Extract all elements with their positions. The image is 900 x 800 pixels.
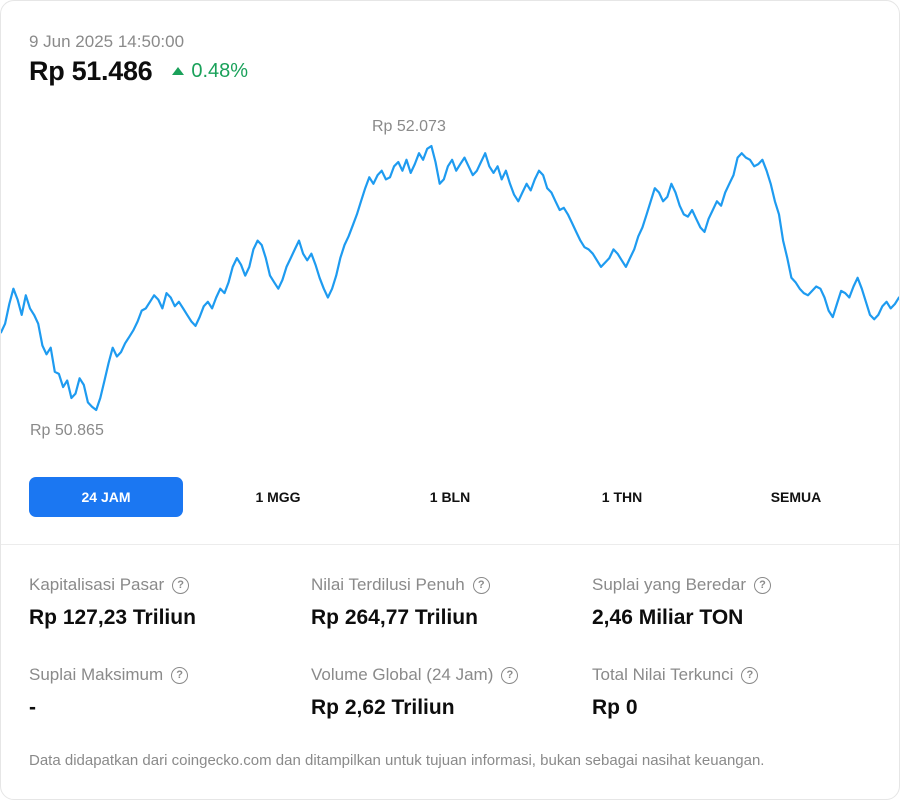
help-circle-icon[interactable]: ? [171, 666, 189, 684]
stat-label: Suplai Maksimum [29, 665, 164, 684]
stat-circulating-supply: Suplai yang Beredar ? 2,46 Miliar TON [592, 575, 772, 630]
help-circle-icon[interactable]: ? [501, 666, 519, 684]
stat-fully-diluted-value: Nilai Terdilusi Penuh ? Rp 264,77 Triliu… [311, 575, 490, 630]
tab-label: SEMUA [770, 489, 822, 505]
stat-label: Suplai yang Beredar [592, 575, 747, 594]
price-line [1, 144, 899, 412]
price-row: Rp 51.486 0.48% [29, 56, 248, 87]
price-change: 0.48% [172, 60, 248, 83]
stat-value: Rp 127,23 Triliun [29, 606, 196, 629]
help-circle-icon[interactable]: ? [754, 576, 772, 594]
chart-high-label: Rp 52.073 [372, 118, 446, 135]
disclaimer-text: Data didapatkan dari coingecko.com dan d… [29, 752, 765, 769]
tab-label: 1 THN [601, 489, 643, 505]
stat-label: Kapitalisasi Pasar [29, 575, 165, 594]
price-change-percent: 0.48% [191, 60, 249, 82]
stat-market-cap: Kapitalisasi Pasar ? Rp 127,23 Triliun [29, 575, 196, 630]
stat-value: Rp 2,62 Triliun [311, 696, 455, 719]
stat-global-volume: Volume Global (24 Jam) ? Rp 2,62 Triliun [311, 665, 519, 720]
help-circle-icon[interactable]: ? [472, 576, 490, 594]
tab-1-mgg[interactable]: 1 MGG [201, 477, 355, 517]
tab-semua[interactable]: SEMUA [719, 477, 873, 517]
help-circle-icon[interactable]: ? [172, 576, 190, 594]
chart-low-label: Rp 50.865 [30, 422, 104, 439]
section-divider [1, 544, 899, 545]
price-timestamp: 9 Jun 2025 14:50:00 [29, 32, 185, 51]
stat-label: Volume Global (24 Jam) [311, 665, 494, 684]
timeframe-tabs: 24 JAM 1 MGG 1 BLN 1 THN SEMUA [29, 477, 873, 517]
arrow-up-icon [172, 66, 185, 75]
tab-label: 24 JAM [81, 489, 131, 505]
tab-1-bln[interactable]: 1 BLN [373, 477, 527, 517]
stat-max-supply: Suplai Maksimum ? - [29, 665, 189, 720]
stat-value: - [29, 696, 36, 719]
stat-label: Nilai Terdilusi Penuh [311, 575, 465, 594]
stat-value: 2,46 Miliar TON [592, 606, 744, 629]
stat-value: Rp 0 [592, 696, 638, 719]
tab-24-jam[interactable]: 24 JAM [29, 477, 183, 517]
tab-1-thn[interactable]: 1 THN [545, 477, 699, 517]
tab-label: 1 MGG [255, 489, 301, 505]
help-circle-icon[interactable]: ? [741, 666, 759, 684]
price-chart [1, 144, 899, 412]
stat-label: Total Nilai Terkunci [592, 665, 734, 684]
current-price: Rp 51.486 [29, 56, 153, 86]
tab-label: 1 BLN [429, 489, 471, 505]
stat-total-value-locked: Total Nilai Terkunci ? Rp 0 [592, 665, 759, 720]
stat-value: Rp 264,77 Triliun [311, 606, 478, 629]
